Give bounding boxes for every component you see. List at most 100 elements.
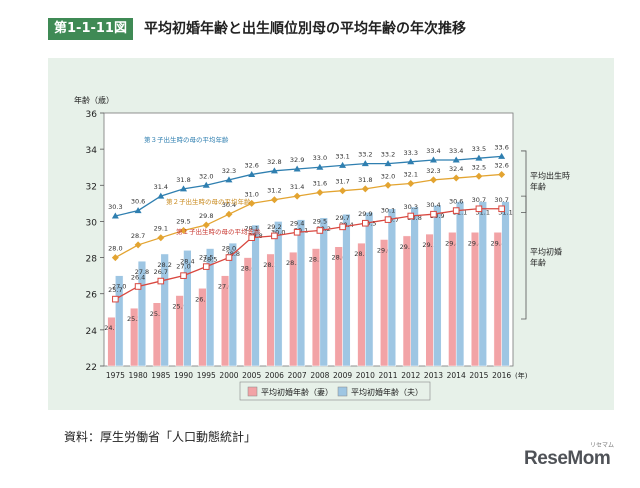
line-point xyxy=(452,156,460,163)
x-tick-label: 2000 xyxy=(219,371,238,380)
chart: 年齢（歳） 22 24 26 28 30 32 34 36 24.7 25.2 25.5 25.9 26.… xyxy=(74,95,570,401)
x-tick-label: 2011 xyxy=(378,371,397,380)
line-point xyxy=(157,277,165,285)
bar xyxy=(402,235,411,367)
bar-data-label: 28.4 xyxy=(180,257,194,265)
marriage-age-label: 平均初婚 xyxy=(530,247,562,257)
line-data-label: 32.1 xyxy=(404,170,418,178)
line-point xyxy=(384,216,392,223)
line-point xyxy=(225,254,233,261)
line-data-label: 31.7 xyxy=(335,178,349,186)
line-data-label: 30.3 xyxy=(404,203,418,211)
x-tick-label: 1990 xyxy=(174,371,193,380)
bar-data-label: 24.7 xyxy=(104,324,118,332)
line-point xyxy=(157,234,165,242)
bar-data-label: 28.6 xyxy=(331,254,345,262)
bar xyxy=(455,201,465,367)
line-point xyxy=(293,192,301,200)
legend-box xyxy=(239,381,431,401)
line-point xyxy=(452,174,460,182)
marriage-age-bracket xyxy=(521,195,527,320)
x-tick-label: 2014 xyxy=(447,371,466,380)
y-tick-label: 30 xyxy=(86,218,98,228)
y-tick-label: 28 xyxy=(86,255,98,265)
line-data-label: 31.4 xyxy=(154,183,168,191)
legend-label: 平均初婚年齢（妻） xyxy=(261,387,333,397)
line-point xyxy=(225,176,233,183)
line-point xyxy=(180,272,187,279)
x-tick-label: 1975 xyxy=(106,371,125,380)
bar xyxy=(296,219,306,367)
plot-area xyxy=(103,112,514,367)
bar xyxy=(387,208,397,367)
source-note: 資料：厚生労働省「人口動態統計」 xyxy=(64,430,257,444)
bar xyxy=(470,232,480,367)
line-data-label: 32.0 xyxy=(199,172,213,180)
bar xyxy=(478,201,487,367)
line-point xyxy=(452,207,460,214)
x-tick-label: 2016 xyxy=(492,371,511,380)
line-data-label: 33.2 xyxy=(358,151,372,159)
line-point xyxy=(111,212,119,219)
line-data-label: 33.5 xyxy=(472,145,486,153)
line-data-label: 32.4 xyxy=(449,165,463,173)
line-point xyxy=(475,205,483,213)
x-axis-unit: (年) xyxy=(515,371,528,380)
line-data-label: 30.6 xyxy=(131,198,145,206)
bar xyxy=(433,204,442,367)
line-data-label: 32.3 xyxy=(222,167,236,175)
line-point xyxy=(361,185,369,193)
series-annotation: 第２子出生時の母の平均年齢 xyxy=(166,197,251,206)
line-data-label: 32.0 xyxy=(381,172,395,180)
bar xyxy=(251,224,260,367)
line-point xyxy=(180,226,188,234)
line-data-label: 27.5 xyxy=(199,254,213,262)
bar-data-label: 30.1 xyxy=(294,227,308,235)
bar xyxy=(365,212,374,367)
legend-swatch xyxy=(247,386,258,397)
bar-data-label: 31.1 xyxy=(476,209,490,217)
bar-data-label: 28.2 xyxy=(263,261,277,269)
line-point xyxy=(384,181,392,189)
line-data-label: 31.0 xyxy=(244,190,258,198)
y-tick-label: 32 xyxy=(86,182,97,192)
bar xyxy=(319,217,328,367)
bar xyxy=(425,233,434,367)
line-point xyxy=(202,221,210,229)
bar-data-label: 30.5 xyxy=(362,219,376,227)
line-data-label: 26.4 xyxy=(131,273,145,281)
line-data-label: 29.8 xyxy=(199,212,213,220)
bar-data-label: 28.5 xyxy=(309,256,323,264)
bar-data-label: 31.1 xyxy=(453,209,467,217)
bar xyxy=(380,239,389,367)
line-data-label: 29.1 xyxy=(154,225,168,233)
bar-data-label: 30.0 xyxy=(271,228,285,236)
x-tick-label: 1985 xyxy=(151,371,170,380)
bar-data-label: 25.9 xyxy=(172,303,186,311)
line-data-label: 30.3 xyxy=(108,203,122,211)
bar xyxy=(137,260,147,367)
line-data-label: 33.0 xyxy=(313,154,327,162)
line-point xyxy=(293,165,301,172)
bar-data-label: 26.3 xyxy=(195,295,209,303)
line-data-label: 33.2 xyxy=(381,151,395,159)
line-point xyxy=(202,181,210,188)
line-data-label: 32.8 xyxy=(267,158,281,166)
line-point xyxy=(248,199,256,207)
line-data-label: 30.7 xyxy=(472,196,486,204)
line-data-label: 31.8 xyxy=(176,176,190,184)
x-tick-label: 1995 xyxy=(197,371,216,380)
series-annotation: 第３子出生時の母の平均年齢 xyxy=(144,135,229,144)
line-point xyxy=(202,263,210,270)
line-data-label: 30.4 xyxy=(222,201,236,209)
bar-data-label: 28.3 xyxy=(286,259,300,267)
line-data-label: 32.5 xyxy=(472,163,486,171)
line-point xyxy=(316,227,324,234)
line-point xyxy=(134,207,142,214)
line-data-label: 29.9 xyxy=(358,210,372,218)
bar xyxy=(289,251,298,367)
line-data-label: 29.4 xyxy=(290,219,304,227)
line-point xyxy=(475,154,483,161)
line-point xyxy=(316,163,324,170)
bar-data-label: 30.4 xyxy=(339,221,353,229)
